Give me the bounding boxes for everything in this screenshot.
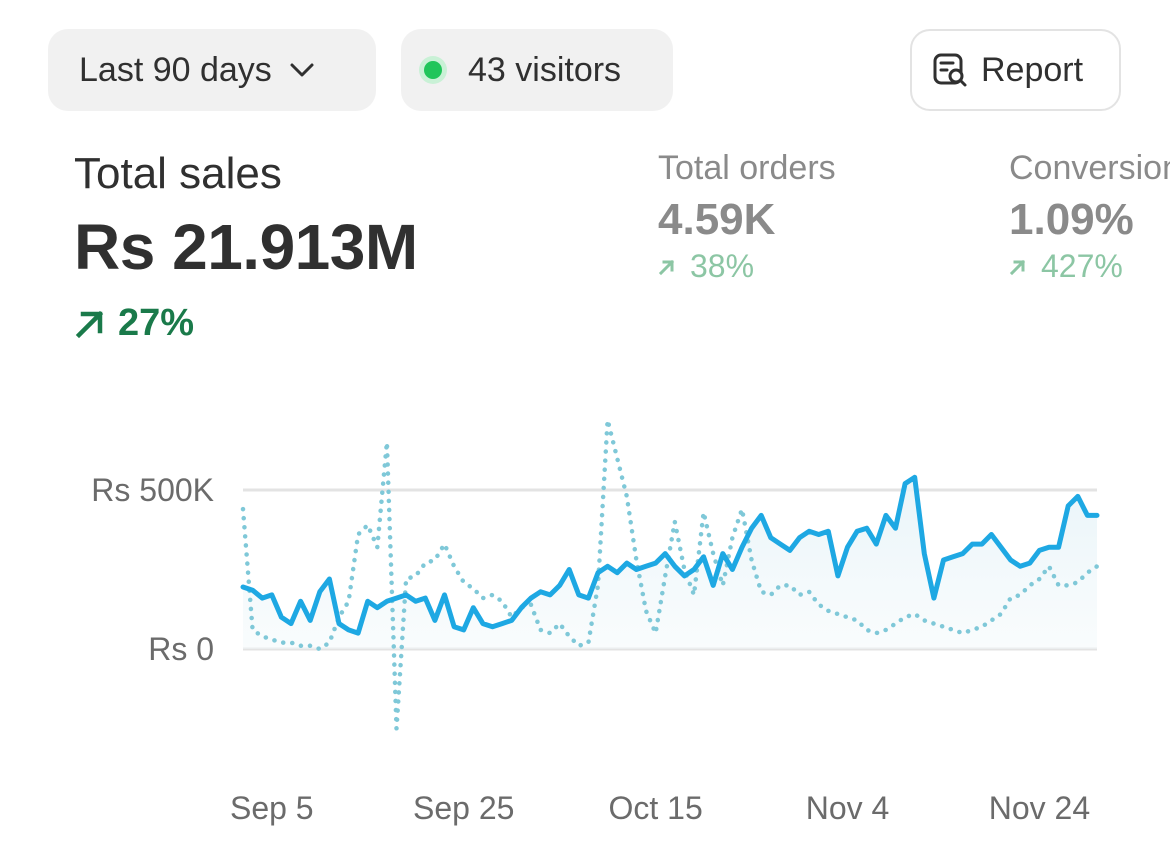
conversion-change: 427% [1009,248,1170,285]
conversion-change-value: 427% [1041,248,1123,284]
date-range-label: Last 90 days [79,50,272,89]
x-tick-label: Nov 24 [989,790,1090,826]
conversion-value: 1.09% [1009,195,1134,244]
report-search-icon [931,51,969,89]
total-orders-value: 4.59K [658,195,776,244]
total-sales-change-value: 27% [118,302,195,344]
report-label: Report [981,50,1084,89]
y-tick-label: Rs 0 [148,631,214,667]
total-sales-label: Total sales [74,149,282,198]
x-tick-label: Nov 4 [806,790,890,826]
live-dot-icon [424,61,442,79]
x-tick-label: Oct 15 [608,790,702,826]
arrow-up-right-icon [658,259,675,275]
arrow-up-right-icon [75,310,104,338]
total-sales-change: 27% [74,302,418,345]
current-series-line[interactable] [240,474,1100,636]
report-button[interactable]: Report [910,29,1121,111]
arrow-up-right-icon [1009,259,1026,275]
total-orders-change: 38% [658,248,836,285]
total-sales-value: Rs 21.913M [74,211,418,283]
total-orders-change-value: 38% [690,248,755,284]
conversion-metric[interactable]: Conversion 1.09% 427% [1009,148,1170,285]
total-orders-metric[interactable]: Total orders 4.59K 38% [658,148,836,285]
visitors-label: 43 visitors [468,50,622,89]
conversion-label: Conversion [1009,149,1170,187]
chevron-down-icon [288,60,316,80]
live-visitors-badge[interactable]: 43 visitors [401,29,673,111]
date-range-dropdown[interactable]: Last 90 days [48,29,376,111]
y-tick-label: Rs 500K [91,472,214,508]
x-tick-label: Sep 5 [230,790,314,826]
x-tick-label: Sep 25 [413,790,514,826]
total-orders-label: Total orders [658,149,836,187]
total-sales-metric[interactable]: Total sales Rs 21.913M 27% [74,148,418,345]
comparison-series-line[interactable] [240,417,1100,731]
